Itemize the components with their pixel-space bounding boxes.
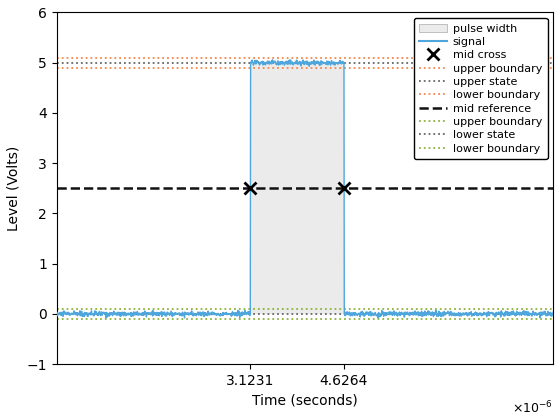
- Legend: pulse width, signal, mid cross, upper boundary, upper state, lower boundary, mid: pulse width, signal, mid cross, upper bo…: [414, 18, 548, 159]
- Text: $\times10^{-6}$: $\times10^{-6}$: [512, 399, 553, 416]
- Polygon shape: [250, 63, 344, 314]
- Y-axis label: Level (Volts): Level (Volts): [7, 146, 21, 231]
- X-axis label: Time (seconds): Time (seconds): [252, 394, 358, 407]
